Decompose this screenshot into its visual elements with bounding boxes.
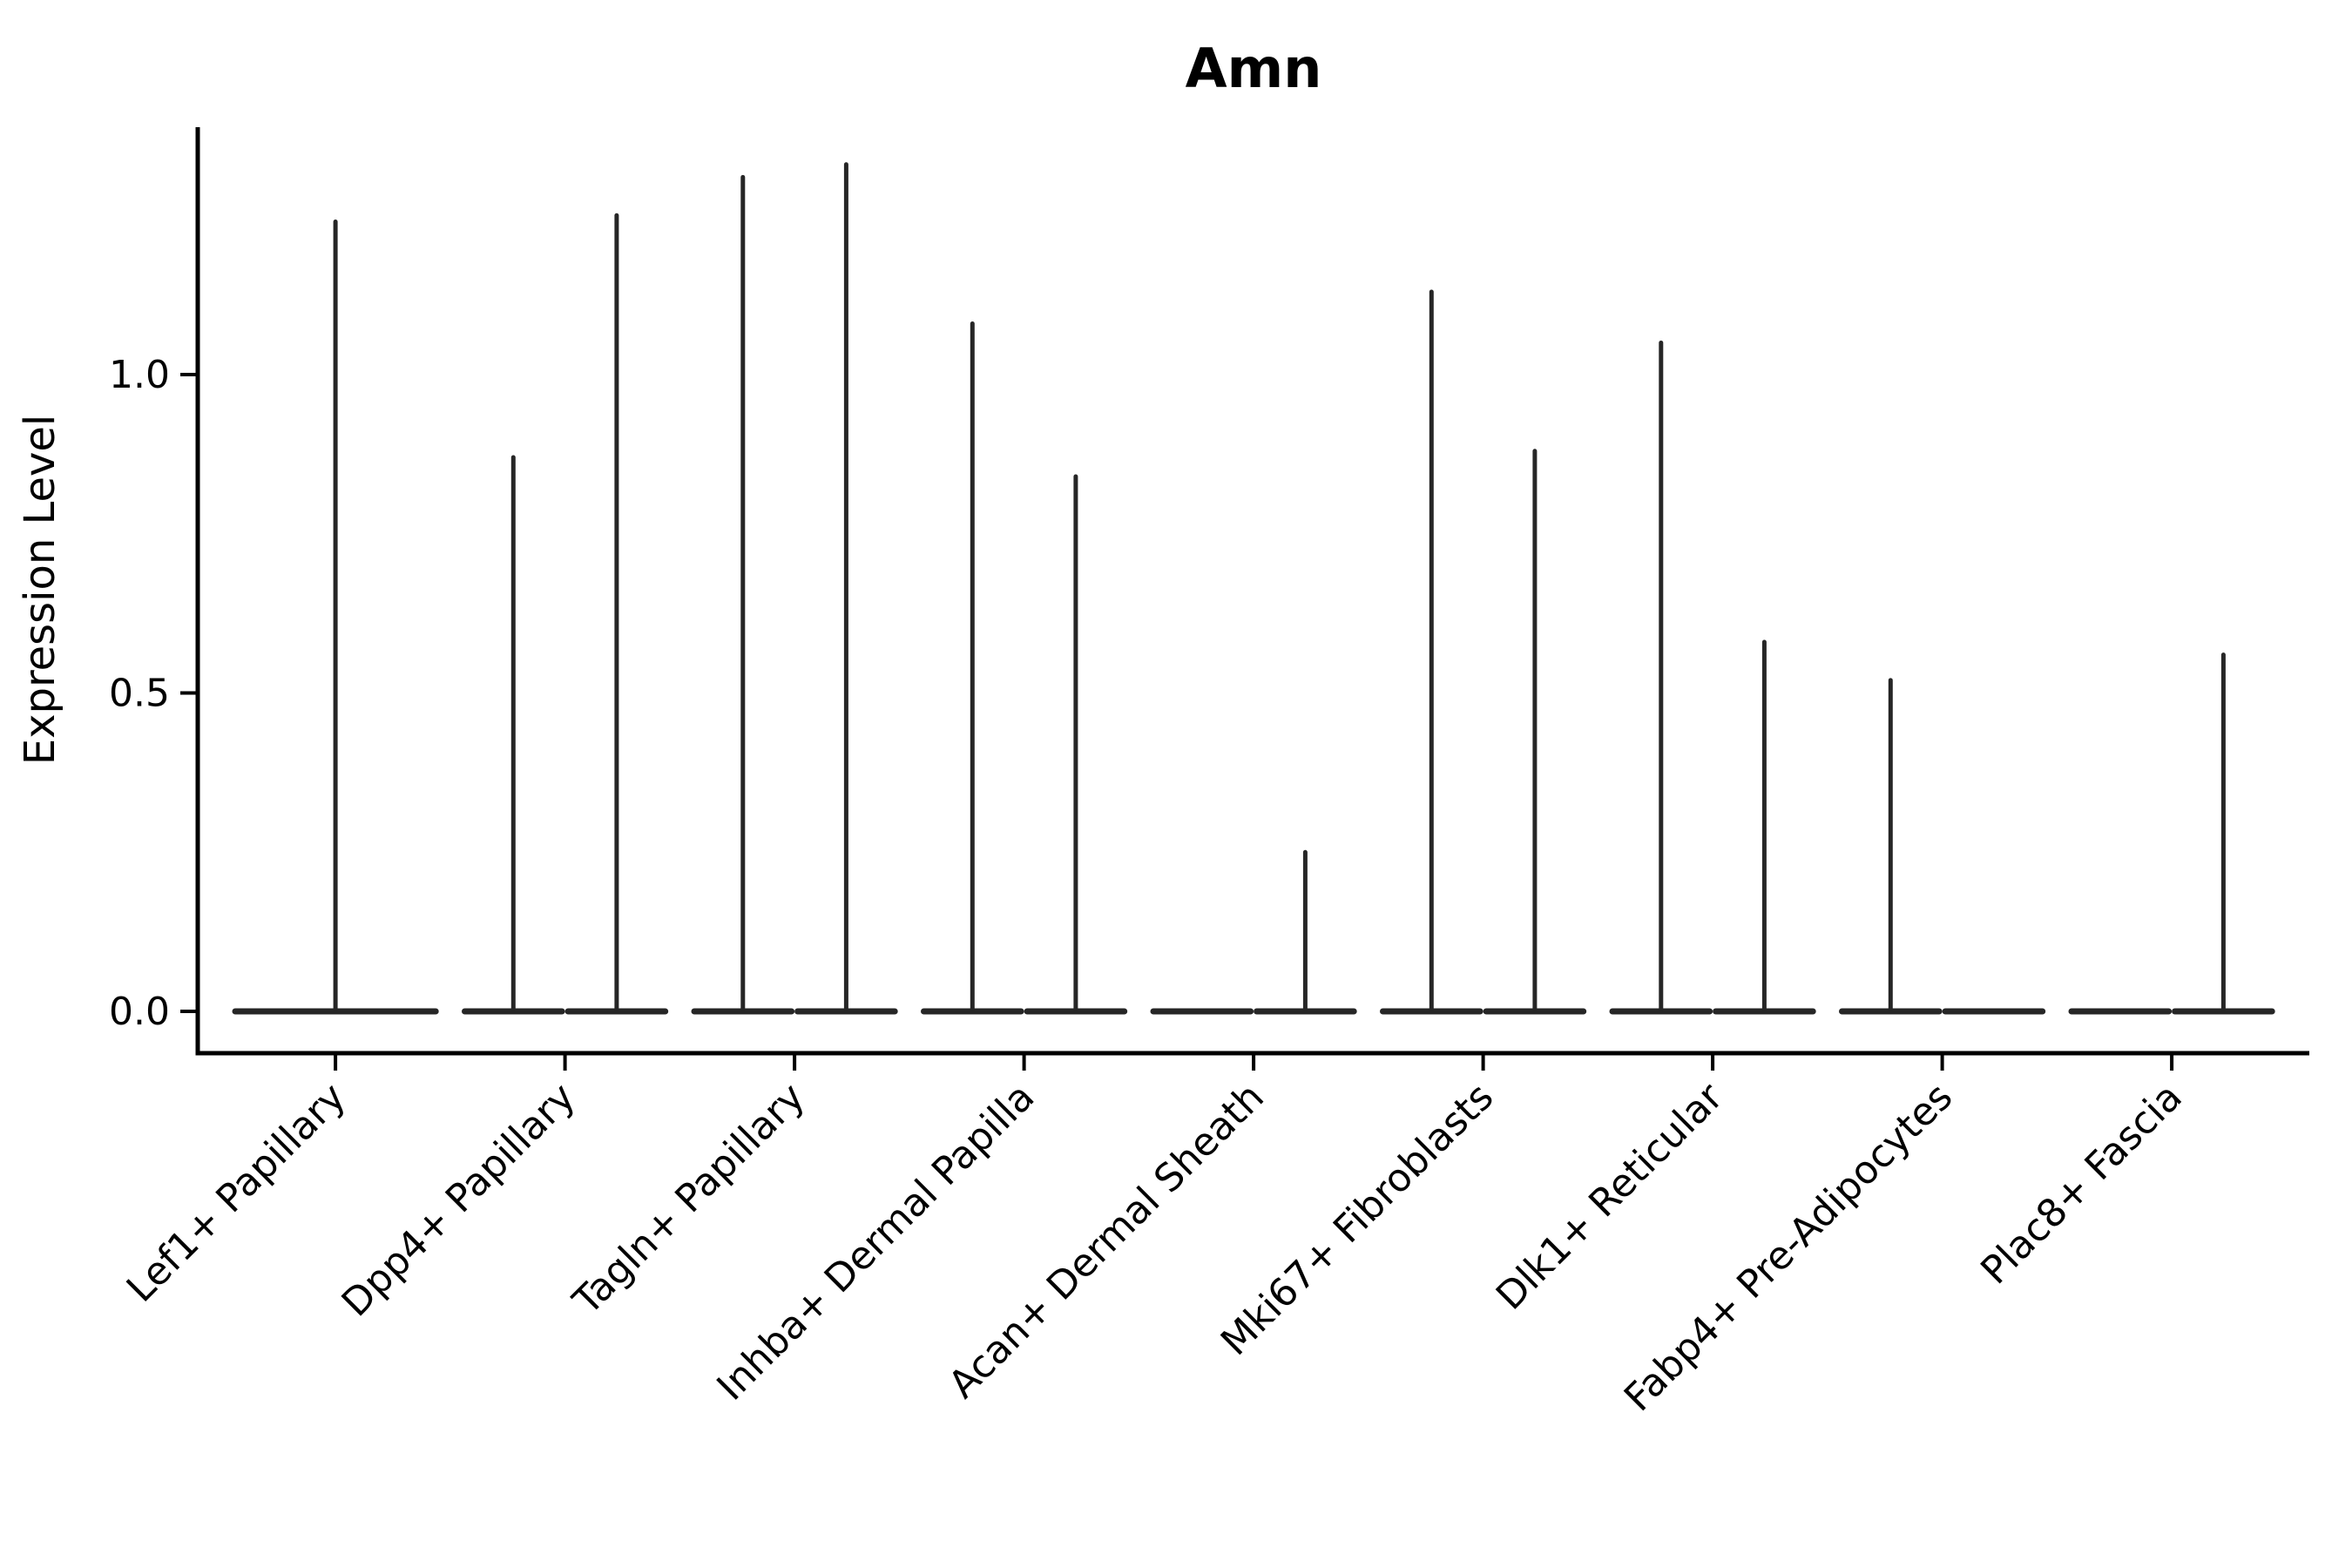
violin-base [1150,1008,1254,1015]
x-tick-label: Lef1+ Papillary [118,1075,355,1311]
violin-base [1942,1008,2046,1015]
y-tick-label: 0.5 [109,672,170,716]
violin-base [2068,1008,2173,1015]
x-tick-label: Dpp4+ Papillary [334,1075,585,1326]
violin-layer [232,162,2275,1015]
y-axis-label: Expression Level [16,415,64,766]
y-tick-label: 0.0 [109,990,170,1034]
y-tick-label: 1.0 [109,353,170,397]
x-tick-label: Plac8+ Fascia [1972,1075,2191,1294]
x-tick-label: Dlk1+ Reticular [1488,1074,1733,1319]
chart-title: Amn [1186,37,1322,100]
x-tick-label: Tagln+ Papillary [564,1075,814,1324]
